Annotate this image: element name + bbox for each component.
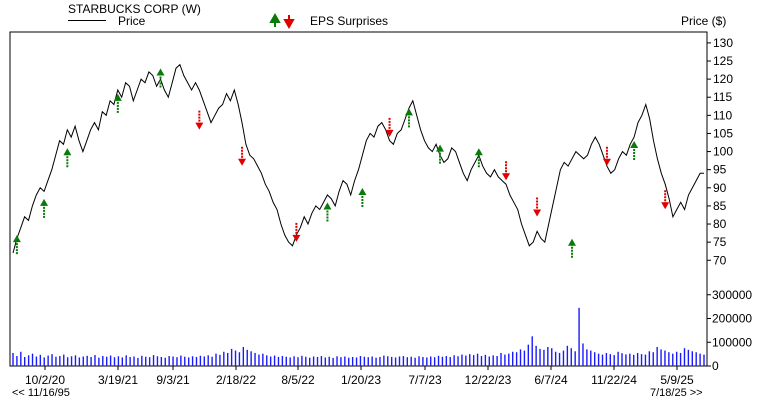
- volume-axis: 0 100000 200000 300000: [707, 288, 752, 373]
- legend-eps-up-icon: [269, 12, 281, 27]
- price-series: [12, 63, 704, 254]
- eps-up-marker: [323, 202, 332, 222]
- legend-eps-label: EPS Surprises: [310, 14, 389, 28]
- legend-eps-icons: [269, 12, 295, 30]
- x-tick-label: 5/9/25: [660, 373, 694, 387]
- price-tick-label: 80: [713, 217, 727, 231]
- start-date: << 11/16/95: [12, 387, 70, 399]
- eps-down-marker: [238, 146, 247, 166]
- price-tick-label: 100: [713, 145, 733, 159]
- eps-down-marker: [533, 197, 542, 217]
- price-tick-label: 120: [713, 72, 733, 86]
- eps-surprises: [12, 68, 670, 258]
- eps-up-marker: [568, 238, 577, 258]
- eps-up-marker: [630, 140, 639, 160]
- eps-up-marker: [63, 148, 72, 168]
- eps-up-marker: [156, 68, 165, 88]
- price-tick-label: 130: [713, 36, 733, 50]
- price-axis: 70 75 80 85 90 95 100 105 110 115 120 125 130: [707, 36, 733, 267]
- price-tick-label: 70: [713, 253, 727, 267]
- company-title: STARBUCKS CORP (W): [68, 2, 201, 16]
- price-tick-label: 115: [713, 90, 732, 104]
- price-tick-label: 105: [713, 126, 733, 140]
- eps-up-marker: [40, 198, 49, 218]
- x-tick-label: 11/22/24: [591, 373, 637, 387]
- x-tick-label: 3/19/21: [98, 373, 138, 387]
- x-tick-label: 10/2/20: [25, 373, 65, 387]
- legend-price-swatch: [68, 20, 106, 21]
- volume-tick-label: 300000: [712, 288, 752, 302]
- price-axis-title: Price ($): [681, 14, 727, 28]
- volume-tick-label: 0: [712, 359, 719, 373]
- price-line: [12, 63, 704, 254]
- plot-frame: [9, 31, 708, 367]
- legend-price-label: Price: [118, 14, 146, 28]
- eps-down-marker: [385, 117, 394, 137]
- x-tick-label: 12/22/23: [465, 373, 512, 387]
- price-tick-label: 85: [713, 199, 727, 213]
- x-tick-label: 2/18/22: [216, 373, 256, 387]
- eps-up-marker: [436, 144, 445, 164]
- eps-down-marker: [195, 110, 204, 130]
- price-tick-label: 125: [713, 54, 733, 68]
- volume-tick-label: 100000: [712, 335, 752, 349]
- x-tick-label: 6/7/24: [534, 373, 568, 387]
- eps-down-marker: [502, 161, 511, 181]
- eps-up-marker: [474, 148, 483, 168]
- price-tick-label: 95: [713, 163, 727, 177]
- eps-up-marker: [12, 235, 21, 255]
- eps-up-marker: [113, 93, 122, 113]
- price-tick-label: 90: [713, 181, 727, 195]
- eps-down-marker: [602, 146, 611, 166]
- eps-down-marker: [661, 190, 670, 210]
- volume-bars: [12, 307, 705, 366]
- price-tick-label: 75: [713, 235, 727, 249]
- x-tick-label: 7/7/23: [408, 373, 442, 387]
- eps-up-marker: [358, 188, 367, 208]
- x-tick-label: 8/5/22: [281, 373, 315, 387]
- eps-up-marker: [404, 108, 413, 128]
- end-date: 7/18/25 >>: [650, 387, 703, 399]
- price-tick-label: 110: [713, 108, 732, 122]
- volume-tick-label: 200000: [712, 312, 752, 326]
- legend-eps-down-icon: [283, 15, 295, 30]
- x-tick-label: 1/20/23: [341, 373, 381, 387]
- eps-down-marker: [292, 222, 301, 242]
- x-tick-label: 9/3/21: [156, 373, 190, 387]
- x-axis: 10/2/20 3/19/21 9/3/21 2/18/22 8/5/22 1/20/23…: [25, 366, 694, 387]
